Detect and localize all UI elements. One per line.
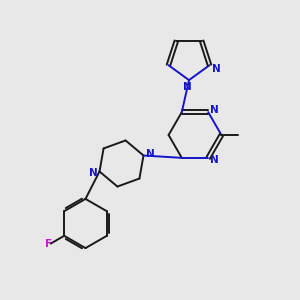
Text: N: N xyxy=(212,64,220,74)
Text: N: N xyxy=(210,105,219,115)
Text: F: F xyxy=(45,238,52,249)
Text: N: N xyxy=(210,155,219,165)
Text: N: N xyxy=(88,168,97,178)
Text: N: N xyxy=(146,149,154,159)
Text: N: N xyxy=(182,82,191,92)
